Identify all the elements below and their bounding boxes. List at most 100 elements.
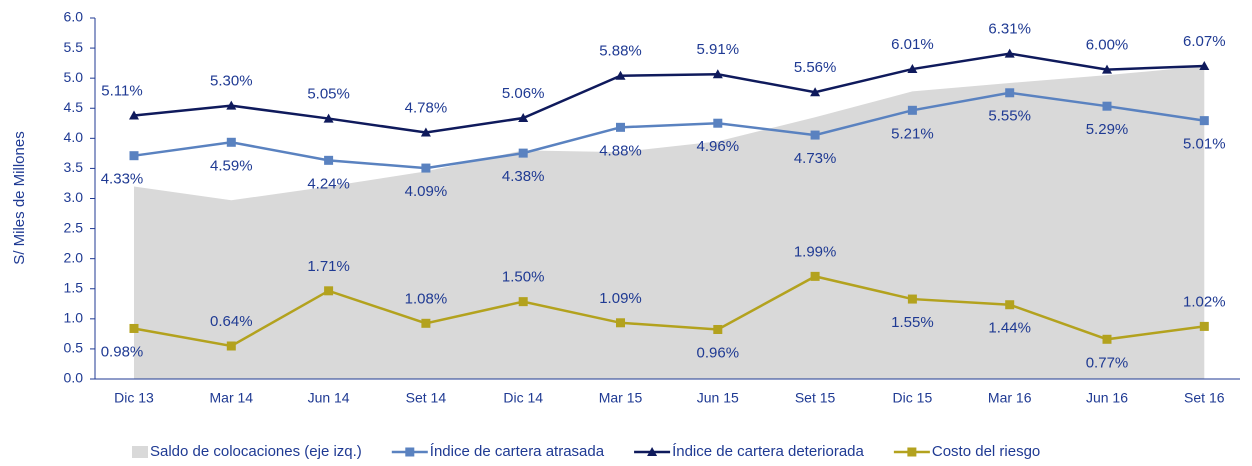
marker <box>810 87 821 97</box>
data-label: 5.55% <box>988 108 1031 125</box>
marker <box>810 271 820 281</box>
y-tick-label: 3.0 <box>64 189 84 205</box>
legend-label: Saldo de colocaciones (eje izq.) <box>150 443 362 460</box>
y-tick-label: 0.5 <box>64 340 84 356</box>
data-label: 4.38% <box>502 168 545 185</box>
data-label: 5.88% <box>599 43 642 60</box>
marker <box>810 130 820 140</box>
marker <box>324 155 334 165</box>
x-tick-label: Set 15 <box>795 390 836 406</box>
data-label: 1.08% <box>405 290 448 307</box>
data-label: 6.01% <box>891 36 934 53</box>
data-label: 6.31% <box>988 21 1031 38</box>
marker <box>518 297 528 307</box>
x-tick-label: Mar 14 <box>210 390 254 406</box>
x-tick-label: Dic 15 <box>893 390 933 406</box>
y-tick-label: 6.0 <box>64 9 84 25</box>
marker <box>421 163 431 173</box>
legend-label: Costo del riesgo <box>932 443 1040 460</box>
marker <box>907 105 917 115</box>
marker <box>323 113 334 123</box>
marker <box>1199 116 1209 126</box>
legend-marker <box>405 447 415 457</box>
x-tick-label: Jun 14 <box>308 390 350 406</box>
marker <box>1102 64 1112 74</box>
marker <box>1005 300 1015 310</box>
data-label: 5.11% <box>101 82 142 99</box>
data-label: 1.99% <box>794 243 837 260</box>
y-axis-title: S/ Miles de Millones <box>11 131 28 264</box>
y-tick-label: 1.5 <box>64 279 84 295</box>
data-label: 1.55% <box>891 314 934 331</box>
data-label: 5.30% <box>210 73 253 90</box>
marker <box>226 100 237 110</box>
data-label: 5.05% <box>307 86 350 103</box>
marker <box>518 113 529 123</box>
data-label: 6.00% <box>1086 37 1129 54</box>
data-label: 4.73% <box>794 150 837 167</box>
data-label: 1.44% <box>988 320 1031 337</box>
legend-swatch <box>132 446 148 458</box>
data-label: 1.71% <box>307 258 350 275</box>
marker <box>1102 101 1112 111</box>
marker <box>518 148 528 158</box>
marker <box>616 122 625 132</box>
data-label: 4.24% <box>307 175 350 192</box>
marker <box>1199 321 1209 331</box>
marker <box>615 70 626 80</box>
data-label: 6.07% <box>1183 33 1226 50</box>
y-tick-label: 5.0 <box>64 69 84 85</box>
x-tick-label: Jun 15 <box>697 390 739 406</box>
data-label: 0.96% <box>697 344 740 361</box>
data-label: 4.59% <box>210 157 253 174</box>
marker <box>420 127 431 137</box>
data-label: 5.91% <box>697 41 740 58</box>
data-label: 5.06% <box>502 85 545 102</box>
x-tick-label: Set 14 <box>406 390 447 406</box>
data-label: 4.09% <box>405 183 448 200</box>
legend-label: Índice de cartera atrasada <box>430 443 605 460</box>
data-label: 1.09% <box>599 290 642 307</box>
x-tick-label: Set 16 <box>1184 390 1225 406</box>
y-tick-label: 0.0 <box>64 370 84 386</box>
data-label: 4.78% <box>405 99 448 116</box>
data-label: 1.50% <box>502 269 545 286</box>
marker <box>616 318 625 328</box>
data-label: 1.02% <box>1183 293 1226 310</box>
x-tick-label: Mar 16 <box>988 390 1032 406</box>
y-tick-label: 4.5 <box>64 99 84 115</box>
marker <box>907 294 917 304</box>
line <box>133 52 1205 134</box>
data-label: 4.96% <box>697 138 740 155</box>
y-tick-label: 5.5 <box>64 39 84 55</box>
data-label: 0.98% <box>101 343 144 360</box>
legend-marker <box>647 447 658 456</box>
marker <box>226 137 236 147</box>
marker <box>713 118 723 128</box>
marker <box>712 69 723 79</box>
marker <box>226 341 236 351</box>
data-label: 4.33% <box>101 171 144 188</box>
marker <box>907 64 918 74</box>
legend-label: Índice de cartera deteriorada <box>672 443 864 460</box>
x-tick-label: Mar 15 <box>599 390 643 406</box>
legend: Saldo de colocaciones (eje izq.) Índice d… <box>132 443 1040 460</box>
marker <box>713 324 723 334</box>
data-label: 4.88% <box>599 142 642 159</box>
data-label: 0.64% <box>210 313 253 330</box>
marker <box>129 323 139 333</box>
marker <box>421 318 431 328</box>
data-label: 5.01% <box>1183 136 1226 153</box>
line <box>133 275 1205 348</box>
x-tick-label: Jun 16 <box>1086 390 1128 406</box>
marker <box>1199 60 1210 70</box>
marker <box>129 151 139 161</box>
y-tick-label: 2.5 <box>64 219 84 235</box>
y-tick-label: 1.0 <box>64 310 84 326</box>
data-label: 0.77% <box>1086 354 1129 371</box>
marker <box>324 286 334 296</box>
y-tick-label: 4.0 <box>64 129 84 145</box>
y-tick-label: 2.0 <box>64 249 84 265</box>
y-tick-label: 3.5 <box>64 159 84 175</box>
